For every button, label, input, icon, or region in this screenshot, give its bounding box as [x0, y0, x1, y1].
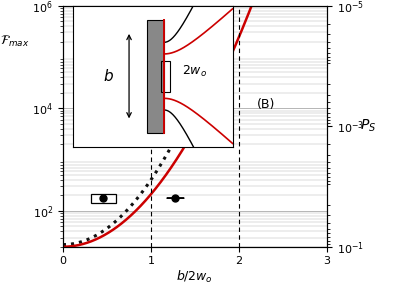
X-axis label: $b/2w_o$: $b/2w_o$ — [176, 269, 213, 282]
Y-axis label: $P_S$: $P_S$ — [360, 118, 376, 135]
Text: (A): (A) — [214, 74, 233, 87]
Bar — [91, 194, 116, 203]
Bar — [147, 20, 164, 133]
Text: $b$: $b$ — [103, 68, 114, 84]
Text: (B): (B) — [256, 98, 275, 111]
Text: $2w_o$: $2w_o$ — [181, 64, 207, 80]
Y-axis label: $\mathcal{F}_{max}$: $\mathcal{F}_{max}$ — [0, 34, 30, 49]
Bar — [161, 61, 170, 92]
